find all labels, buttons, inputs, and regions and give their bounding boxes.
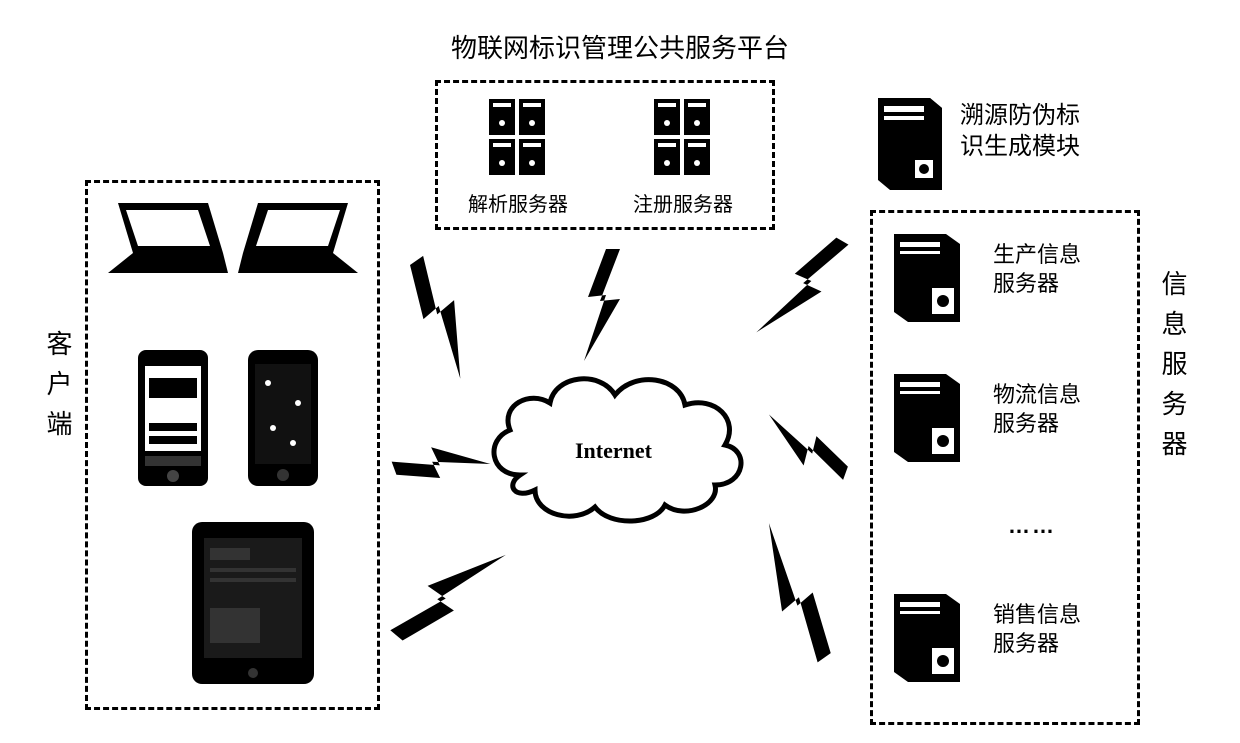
gen-module-line1: 溯源防伪标: [960, 102, 1080, 129]
logistics-line2: 服务器: [993, 411, 1059, 436]
bolt-icon: [743, 391, 868, 510]
internet-label: Internet: [575, 438, 652, 464]
client-label: 客户端: [40, 330, 77, 450]
phone-icon: [243, 348, 323, 488]
prod-line1: 生产信息: [993, 242, 1081, 267]
page-title: 物联网标识管理公共服务平台: [451, 28, 789, 65]
laptop-icon: [238, 198, 368, 288]
gen-module-label: 溯源防伪标 识生成模块: [960, 100, 1080, 162]
register-server-label: 注册服务器: [628, 188, 738, 217]
logistics-server-label: 物流信息 服务器: [993, 381, 1081, 438]
logistics-line1: 物流信息: [993, 382, 1081, 407]
gen-module-line2: 识生成模块: [960, 133, 1080, 160]
prod-server-label: 生产信息 服务器: [993, 241, 1081, 298]
server-rack-icon: [648, 95, 718, 180]
tablet-icon: [188, 518, 318, 688]
sales-server-label: 销售信息 服务器: [993, 601, 1081, 658]
resolve-server-label: 解析服务器: [463, 188, 573, 217]
platform-box: 解析服务器 注册服务器: [435, 80, 775, 230]
sales-line2: 服务器: [993, 631, 1059, 656]
info-servers-box: 生产信息 服务器 物流信息 服务器 …… 销售信息 服务器: [870, 210, 1140, 725]
phone-icon: [133, 348, 213, 488]
server-rack-icon: [483, 95, 553, 180]
laptop-icon: [98, 198, 228, 288]
bolt-icon: [560, 245, 650, 365]
sales-line1: 销售信息: [993, 602, 1081, 627]
info-servers-label: 信息服务器: [1155, 270, 1192, 470]
server-icon: [888, 588, 968, 688]
client-box: [85, 180, 380, 710]
server-icon: [888, 228, 968, 328]
prod-line2: 服务器: [993, 271, 1059, 296]
tower-server-icon: [870, 90, 950, 200]
ellipsis: ……: [1008, 513, 1056, 539]
server-icon: [888, 368, 968, 468]
bolt-icon: [734, 211, 877, 369]
